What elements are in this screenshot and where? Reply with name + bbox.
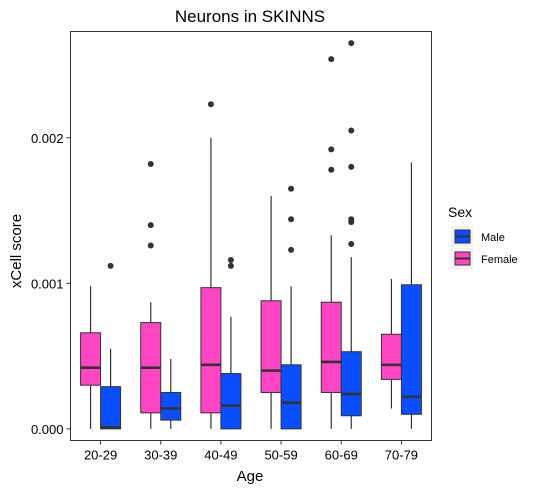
outlier-point [147, 242, 154, 249]
box-female-30-39 [140, 160, 162, 429]
outlier-point [107, 262, 114, 269]
box-female-50-59 [260, 195, 282, 429]
outlier-point [288, 216, 295, 223]
box-male-60-69 [340, 40, 362, 429]
legend-title: Sex [448, 204, 472, 220]
x-axis-title: Age [237, 468, 264, 485]
y-tick-label: 0.001 [31, 276, 64, 291]
outlier-point [147, 160, 154, 167]
legend-item-male: Male [451, 226, 505, 247]
outlier-point [207, 101, 214, 108]
box-body [160, 391, 182, 421]
box-body [340, 351, 362, 417]
outlier-point [348, 163, 355, 170]
box-male-50-59 [280, 185, 302, 430]
outlier-point [348, 40, 355, 47]
legend-item-female: Female [451, 248, 518, 269]
y-tick-label: 0.000 [31, 422, 64, 437]
outlier-point [227, 262, 234, 269]
box-body [80, 332, 102, 386]
box-body [220, 373, 242, 430]
outlier-point [348, 219, 355, 226]
box-female-40-49 [200, 101, 222, 429]
outlier-point [288, 246, 295, 253]
box-female-20-29 [80, 286, 102, 429]
y-axis: 0.000 0.001 0.002 [31, 131, 71, 437]
legend-label: Male [481, 232, 505, 244]
chart-title: Neurons in SKINNS [175, 7, 325, 26]
box-body [320, 301, 342, 393]
x-tick-label: 30-39 [144, 448, 177, 463]
x-tick-label: 60-69 [325, 448, 358, 463]
legend: Sex Male Female [448, 204, 518, 269]
box-body [400, 284, 422, 415]
outlier-point [328, 166, 335, 173]
box-male-70-79 [400, 162, 422, 429]
box-body [200, 287, 222, 414]
outlier-point [227, 257, 234, 264]
legend-items: Male Female [451, 226, 518, 269]
legend-label: Female [481, 254, 518, 266]
plot-layer [80, 40, 422, 430]
outlier-point [328, 146, 335, 153]
outlier-point [348, 241, 355, 248]
box-male-40-49 [220, 257, 242, 430]
box-body [380, 333, 402, 380]
x-tick-label: 50-59 [264, 448, 297, 463]
outlier-point [328, 56, 335, 63]
box-male-20-29 [100, 262, 122, 430]
y-axis-title: xCell score [8, 214, 25, 288]
x-tick-label: 20-29 [84, 448, 117, 463]
outlier-point [288, 185, 295, 192]
box-body [100, 386, 122, 430]
box-male-30-39 [160, 358, 182, 429]
x-tick-label: 70-79 [385, 448, 418, 463]
outlier-point [348, 127, 355, 134]
box-body [280, 364, 302, 430]
x-axis: 20-29 30-39 40-49 50-59 60-69 70-79 [84, 440, 418, 463]
x-tick-label: 40-49 [204, 448, 237, 463]
box-body [260, 300, 282, 393]
box-female-60-69 [320, 56, 342, 429]
plot-panel [70, 31, 432, 441]
outlier-point [147, 222, 154, 229]
y-tick-label: 0.002 [31, 131, 64, 146]
